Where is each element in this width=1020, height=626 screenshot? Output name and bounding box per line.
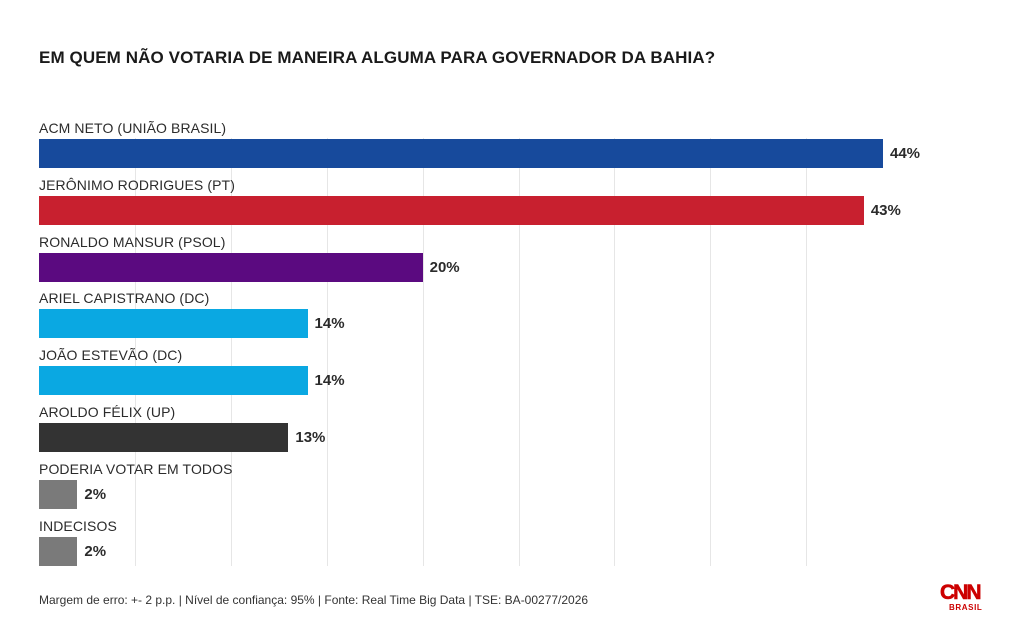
category-label: INDECISOS (39, 517, 117, 534)
bar (39, 139, 883, 168)
category-label: PODERIA VOTAR EM TODOS (39, 460, 233, 477)
category-label: RONALDO MANSUR (PSOL) (39, 233, 226, 250)
category-label: AROLDO FÉLIX (UP) (39, 404, 176, 420)
chart-title: EM QUEM NÃO VOTARIA DE MANEIRA ALGUMA PA… (39, 48, 716, 67)
data-label: 43% (870, 201, 901, 219)
gridline (326, 138, 328, 566)
gridline (710, 138, 712, 566)
data-label: 44% (890, 145, 921, 162)
category-label: ACM NETO (UNIÃO BRASIL) (39, 120, 227, 136)
data-label: 20% (429, 258, 460, 276)
data-label: 14% (314, 372, 345, 390)
bar (39, 479, 78, 509)
data-label: 14% (314, 315, 345, 333)
cnn-brasil-logo: CNN BRASIL (940, 582, 992, 616)
gridline (806, 138, 808, 566)
category-label: JERÔNIMO RODRIGUES (PT) (39, 176, 235, 193)
data-label: 2% (84, 485, 107, 503)
category-label: ARIEL CAPISTRANO (DC) (39, 290, 210, 307)
bar (39, 195, 864, 225)
category-label: JOÃO ESTEVÃO (DC) (39, 347, 183, 364)
bar (39, 423, 289, 452)
gridline (518, 138, 520, 566)
bar (39, 536, 78, 566)
data-label: 2% (84, 542, 107, 560)
footer-note: Margem de erro: +- 2 p.p. | Nível de con… (39, 593, 589, 607)
bar (39, 252, 423, 282)
gridline (614, 138, 616, 566)
gridline (230, 138, 232, 566)
logo-sub: BRASIL (949, 603, 983, 612)
gridline (134, 138, 136, 566)
logo-word: CNN (940, 581, 982, 604)
gridline (422, 138, 424, 566)
bar (39, 309, 308, 339)
bar (39, 366, 308, 396)
data-label: 13% (295, 429, 326, 446)
